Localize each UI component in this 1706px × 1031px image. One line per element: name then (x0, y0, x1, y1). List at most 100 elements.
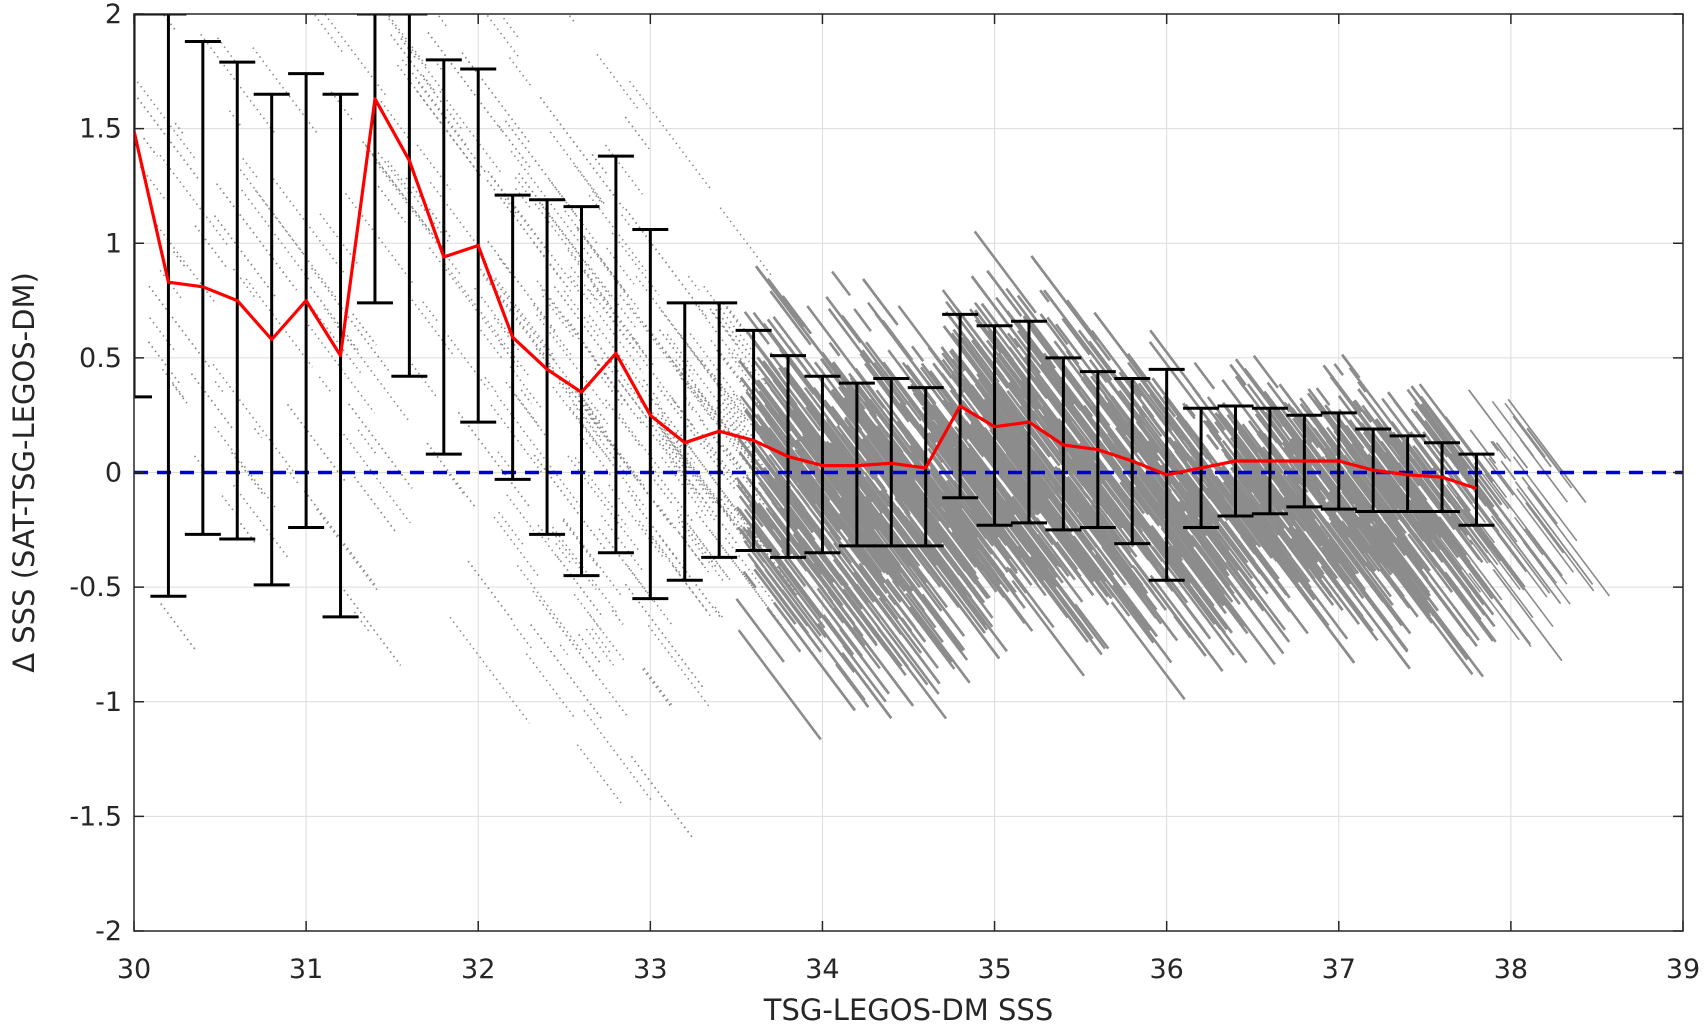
scatter-point (505, 381, 541, 427)
scatter-point (598, 528, 654, 602)
scatter-point (852, 626, 915, 707)
y-axis-title: Δ SSS (SAT-TSG-LEGOS-DM) (7, 272, 41, 673)
scatter-point (728, 352, 771, 408)
scatter-point (1326, 501, 1337, 514)
scatter-point (1129, 518, 1164, 563)
scatter-point (1059, 445, 1092, 487)
scatter-point (160, 603, 196, 650)
scatter-point (542, 295, 576, 340)
scatter-point (880, 525, 966, 637)
scatter-point (687, 275, 700, 291)
scatter-point (1046, 316, 1069, 346)
scatter-point (806, 471, 831, 502)
scatter-point (480, 329, 505, 361)
scatter-point (1168, 528, 1249, 635)
scatter-point (426, 442, 476, 508)
x-tick-label: 35 (977, 954, 1011, 985)
scatter-point (927, 432, 937, 444)
scatter-point (1438, 516, 1503, 601)
scatter-point (1173, 556, 1233, 634)
scatter-point (743, 311, 770, 345)
scatter-point (1324, 404, 1392, 493)
scatter-point (983, 467, 1059, 567)
scatter-point (461, 52, 531, 144)
scatter-point (882, 361, 944, 442)
scatter-point (1168, 551, 1228, 631)
scatter-point (1332, 511, 1358, 544)
x-tick-label: 33 (633, 954, 667, 985)
scatter-point (241, 189, 312, 283)
scatter-point (971, 339, 1009, 389)
error-bar (1458, 452, 1495, 527)
scatter-point (569, 275, 644, 374)
scatter-point (1292, 417, 1313, 444)
scatter-point (1033, 483, 1073, 534)
scatter-point (357, 429, 378, 456)
scatter-point (1414, 401, 1495, 508)
scatter-point (838, 512, 886, 574)
scatter-point (1217, 538, 1257, 590)
scatter-point (377, 152, 410, 195)
scatter-point (764, 491, 821, 564)
scatter-point (929, 406, 1015, 519)
scatter-point (703, 285, 754, 352)
scatter-point (1102, 437, 1166, 521)
scatter-point (863, 400, 878, 418)
scatter-point (990, 430, 1058, 519)
scatter-point (699, 419, 773, 516)
scatter-point (339, 585, 402, 666)
scatter-point (1258, 503, 1310, 571)
scatter-point (1450, 515, 1473, 545)
scatter-point (722, 302, 745, 331)
scatter-point (647, 625, 711, 709)
scatter-point (194, 225, 229, 270)
scatter-point (204, 14, 207, 15)
scatter-point (485, 14, 521, 60)
scatter-point (1524, 528, 1568, 585)
scatter-point (831, 394, 918, 508)
scatter-point (898, 402, 937, 452)
scatter-point (1171, 544, 1183, 559)
scatter-point (350, 472, 397, 533)
scatter-point (1416, 520, 1434, 542)
scatter-point (490, 275, 556, 362)
scatter-point (1447, 534, 1531, 645)
axis-ticks: 30 31 32 33 34 35 36 37 38 39 -2 -1.5 -1 -0.5 0 0.5 1 1.5… (69, 0, 1700, 985)
scatter-point (713, 374, 762, 438)
scatter-point (816, 587, 845, 624)
scatter-point (143, 137, 158, 157)
y-tick-label: -1 (95, 687, 122, 718)
scatter-point (1280, 486, 1340, 564)
scatter-point (967, 540, 1002, 586)
scatter-point (822, 614, 855, 656)
scatter-point (1134, 485, 1168, 528)
scatter-point (520, 389, 533, 404)
scatter-point (1303, 446, 1341, 495)
scatter-point (926, 381, 971, 439)
scatter-point (660, 428, 684, 459)
scatter-point (991, 383, 1026, 428)
scatter-point (825, 486, 906, 592)
scatter-point (1338, 408, 1420, 517)
scatter-point (583, 709, 652, 801)
scatter-point (701, 359, 747, 420)
scatter-point (684, 399, 694, 412)
scatter-point (1055, 541, 1079, 571)
scatter-point (929, 469, 999, 560)
scatter-point (1214, 512, 1262, 575)
scatter-point (1288, 528, 1325, 575)
scatter-point (629, 80, 713, 191)
scatter-point (1421, 497, 1456, 541)
scatter-point (785, 303, 805, 328)
error-bar (134, 14, 152, 399)
scatter-point (627, 467, 639, 482)
scatter-point (1409, 431, 1472, 512)
scatter-point (656, 403, 695, 453)
scatter-point (964, 472, 1006, 526)
scatter-point (643, 667, 674, 707)
scatter-point (576, 744, 624, 806)
scatter-point (875, 425, 899, 455)
scatter-point (986, 270, 1023, 317)
scatter-point (1329, 521, 1394, 606)
scatter-point (1522, 541, 1571, 605)
